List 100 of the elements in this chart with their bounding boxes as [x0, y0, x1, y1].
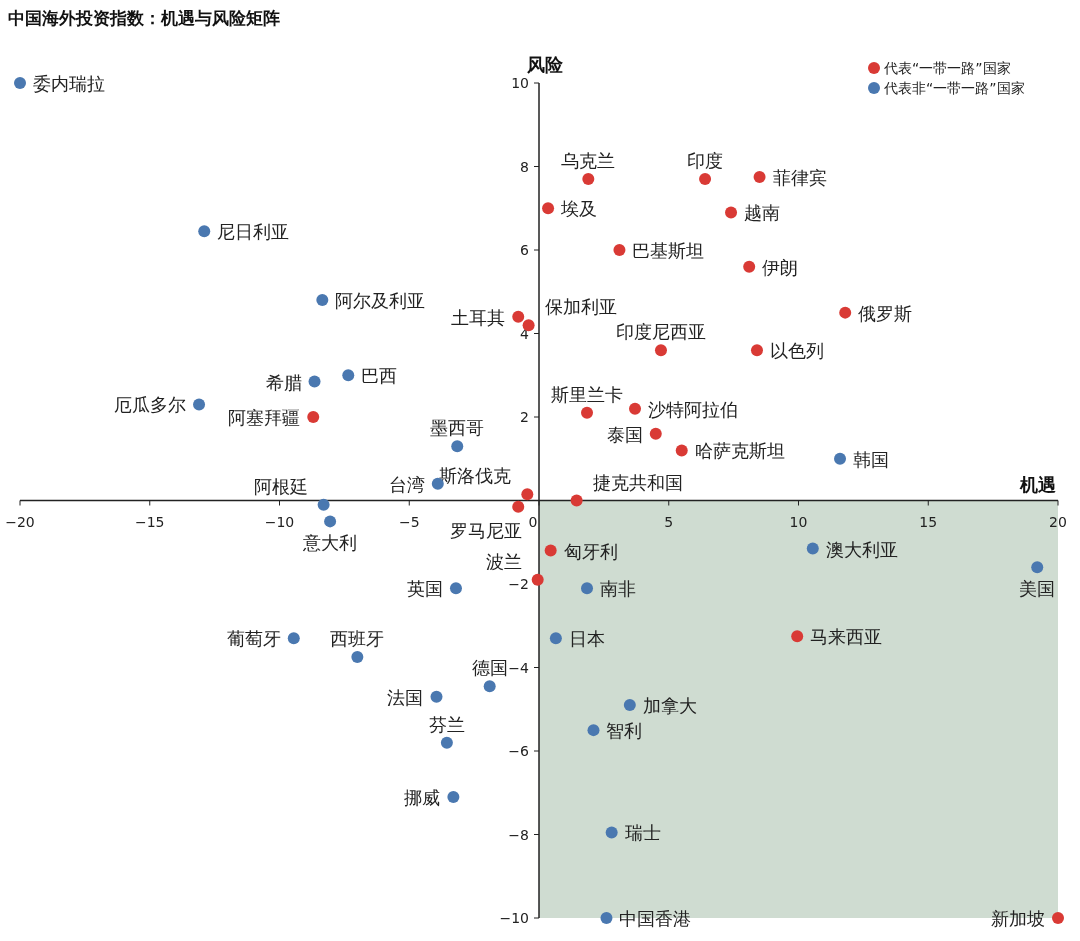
data-label: 沙特阿拉伯 [648, 398, 739, 420]
chart-title: 中国海外投资指数：机遇与风险矩阵 [8, 8, 280, 28]
data-label: 斯洛伐克 [439, 465, 512, 487]
data-label: 希腊 [265, 371, 302, 393]
point [342, 369, 355, 382]
data-label: 德国 [471, 657, 508, 679]
point [649, 427, 662, 440]
data-label: 美国 [1019, 578, 1056, 600]
point [1052, 912, 1064, 924]
data-label: 匈牙利 [563, 540, 618, 562]
data-label: 澳大利亚 [825, 538, 898, 560]
x-tick-label: −15 [134, 513, 165, 530]
data-label: 斯里兰卡 [551, 383, 624, 405]
y-axis-title: 风险 [526, 54, 564, 75]
data-label: 印度尼西亚 [615, 321, 706, 343]
data-label: 菲律宾 [772, 166, 827, 188]
point [198, 225, 211, 238]
data-label: 越南 [744, 202, 781, 224]
point [544, 544, 557, 557]
data-label: 印度 [687, 150, 724, 172]
point [613, 244, 626, 256]
data-label: 以色列 [769, 340, 824, 362]
data-label: 埃及 [560, 198, 598, 220]
point [743, 260, 756, 273]
point [521, 488, 534, 501]
data-label: 葡萄牙 [226, 628, 281, 650]
data-label: 西班牙 [330, 628, 385, 650]
point [629, 402, 642, 415]
point [542, 202, 555, 215]
point [839, 306, 852, 319]
point [512, 500, 525, 513]
point [483, 680, 496, 693]
data-label: 台湾 [388, 473, 425, 495]
data-label: 巴西 [361, 365, 398, 387]
data-label: 阿尔及利亚 [335, 290, 426, 312]
data-label: 韩国 [853, 448, 890, 470]
point [725, 206, 738, 219]
point [750, 344, 763, 357]
data-label: 波兰 [485, 550, 522, 572]
point [791, 630, 804, 643]
data-label: 智利 [606, 720, 643, 742]
data-label: 芬兰 [428, 713, 465, 735]
point [287, 632, 300, 645]
point [512, 310, 525, 323]
data-label: 伊朗 [762, 256, 799, 278]
data-label: 加拿大 [642, 695, 697, 717]
x-tick-label: 10 [789, 513, 808, 530]
y-tick-label: −10 [499, 910, 529, 926]
data-label: 乌克兰 [561, 150, 616, 172]
point [581, 582, 594, 595]
x-tick-label: 0 [528, 513, 538, 530]
point [623, 699, 636, 712]
point [447, 790, 460, 803]
x-axis-title: 机遇 [1019, 473, 1056, 495]
y-tick-label: −2 [508, 576, 529, 592]
point [531, 573, 544, 586]
data-label: 厄瓜多尔 [114, 394, 187, 416]
y-tick-label: −8 [508, 826, 529, 843]
point [430, 690, 443, 703]
point [654, 344, 667, 357]
y-tick-label: −4 [508, 659, 530, 676]
data-label: 阿根廷 [253, 475, 308, 497]
point [570, 494, 583, 507]
data-label: 尼日利亚 [217, 221, 290, 243]
point [675, 444, 688, 457]
data-label: 泰国 [606, 423, 643, 445]
data-label: 阿塞拜疆 [228, 407, 301, 428]
point [14, 77, 26, 89]
legend-label: 代表“一带一路”国家 [883, 60, 1011, 76]
point [587, 724, 600, 737]
data-label: 俄罗斯 [858, 302, 913, 324]
y-tick-label: −6 [508, 743, 530, 759]
point [582, 173, 595, 186]
legend-label: 代表非“一带一路”国家 [883, 80, 1025, 96]
data-label: 土耳其 [451, 306, 506, 328]
data-label: 日本 [568, 628, 605, 650]
data-label: 捷克共和国 [592, 471, 683, 493]
data-label: 马来西亚 [810, 626, 883, 648]
data-label: 哈萨克斯坦 [694, 440, 785, 462]
x-tick-label: 20 [1049, 513, 1067, 530]
point [806, 542, 819, 555]
y-tick-label: 10 [511, 75, 529, 91]
point [440, 736, 453, 749]
data-label: 巴基斯坦 [632, 240, 705, 261]
y-tick-label: 6 [520, 242, 530, 258]
point [1031, 561, 1044, 574]
data-label: 新加坡 [991, 908, 1045, 929]
point [317, 498, 330, 511]
data-label: 罗马尼亚 [450, 519, 523, 541]
point [605, 826, 618, 839]
data-label: 中国香港 [619, 908, 692, 929]
data-label: 保加利亚 [544, 296, 617, 318]
point [316, 294, 329, 307]
point [549, 632, 562, 645]
x-tick-label: −20 [5, 513, 35, 530]
point [308, 375, 321, 388]
data-label: 英国 [406, 578, 443, 600]
point [834, 452, 847, 465]
data-label: 挪威 [404, 786, 441, 808]
data-label: 意大利 [302, 532, 358, 554]
